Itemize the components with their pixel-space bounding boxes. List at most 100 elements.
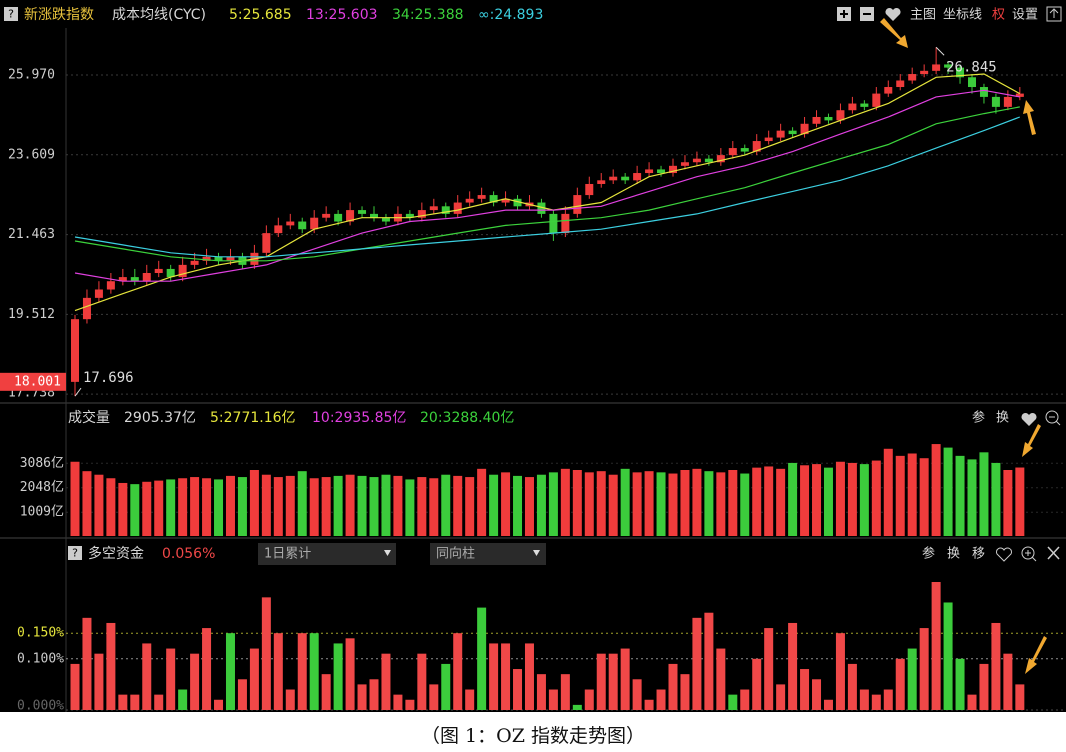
toolbar-item[interactable]: 设置	[1012, 8, 1038, 23]
bar	[237, 477, 247, 536]
candle-body	[680, 162, 689, 166]
bar	[441, 474, 451, 536]
panel-title: 成交量	[68, 409, 110, 426]
bar	[178, 478, 188, 536]
help-icon[interactable]	[68, 546, 82, 560]
candle-body	[728, 148, 737, 156]
low-annotation: 17.696	[83, 370, 134, 386]
bar	[560, 468, 570, 536]
toolbar-item[interactable]: 权	[992, 7, 1005, 23]
zoom-icon	[1049, 416, 1061, 426]
dropdown[interactable]	[430, 543, 546, 565]
candle-body	[489, 195, 498, 203]
candle-body	[932, 64, 941, 71]
bar	[812, 464, 822, 536]
caption: （图 1：OZ 指数走势图）	[421, 725, 645, 747]
bar	[513, 475, 523, 536]
dropdown-value: 1日累计	[264, 547, 311, 562]
legend-entry: 5:2771.16亿	[210, 410, 296, 426]
candle-body	[621, 176, 630, 181]
bar	[130, 484, 140, 536]
help-mark: ?	[8, 8, 14, 21]
bar	[441, 663, 451, 710]
bar	[405, 479, 415, 536]
panel-tool[interactable]: 参	[922, 546, 935, 562]
bar	[393, 694, 403, 710]
bar	[261, 474, 271, 536]
close-button[interactable]	[1047, 546, 1060, 560]
panel-tool[interactable]: 换	[996, 411, 1009, 426]
candle-body	[358, 210, 367, 214]
bar	[776, 468, 786, 536]
candle-body	[800, 123, 809, 135]
candle-body	[669, 165, 677, 174]
panel-tool[interactable]: 参	[972, 410, 985, 426]
bar	[202, 478, 212, 536]
bar	[764, 466, 774, 536]
bar	[381, 653, 391, 710]
candle-body	[537, 202, 546, 214]
bar	[405, 699, 415, 710]
bar	[321, 674, 331, 710]
help-icon[interactable]	[4, 7, 18, 21]
y-tick-label: 1009亿	[20, 505, 64, 520]
bar	[931, 444, 941, 536]
bar	[536, 674, 546, 710]
candle-body	[549, 213, 558, 234]
toolbar-item[interactable]: 坐标线	[943, 8, 982, 23]
favorite-button[interactable]	[996, 547, 1012, 562]
y-tick-label: 0.100%	[17, 651, 64, 666]
bar	[142, 643, 152, 710]
bar	[214, 699, 224, 710]
candle-body	[262, 233, 271, 253]
bar	[979, 663, 989, 710]
bar	[1015, 467, 1025, 536]
candle-body	[441, 206, 450, 214]
bar	[584, 472, 594, 536]
bar	[249, 648, 259, 710]
bar	[883, 448, 893, 536]
bar	[190, 477, 200, 536]
bar	[847, 462, 857, 536]
candle-body	[82, 297, 91, 320]
candle-body	[585, 183, 594, 196]
candle-body	[381, 217, 390, 222]
export-button[interactable]	[1046, 6, 1062, 22]
bar	[477, 468, 487, 536]
candle-body	[429, 206, 438, 211]
candle-body	[991, 96, 1000, 107]
favorite-button[interactable]	[1021, 412, 1037, 426]
candle-body	[645, 169, 654, 174]
zoom-out-button[interactable]	[1045, 410, 1059, 424]
bar	[1015, 684, 1025, 710]
bar	[823, 467, 833, 536]
candle-body	[920, 70, 929, 75]
bar	[1003, 653, 1013, 710]
candle-body	[752, 141, 761, 152]
candle-body	[740, 148, 749, 152]
bar	[297, 471, 307, 536]
bar	[453, 633, 463, 710]
bar	[82, 471, 92, 536]
favorite-button[interactable]	[885, 7, 901, 21]
bar	[812, 679, 822, 710]
price-tag-box	[0, 372, 66, 391]
bar	[524, 643, 534, 710]
dropdown[interactable]	[258, 543, 396, 565]
bar	[130, 694, 140, 710]
bar	[417, 653, 427, 710]
zoom-in-button[interactable]	[1021, 546, 1035, 560]
panel-tool[interactable]: 移	[972, 547, 985, 562]
bar	[225, 475, 235, 536]
toolbar-item[interactable]: 主图	[910, 8, 936, 23]
candle-body	[453, 202, 462, 214]
panel-tool[interactable]: 换	[947, 547, 960, 562]
bar	[835, 633, 845, 710]
bar	[668, 473, 678, 536]
bar	[596, 471, 606, 536]
y-tick-label: 2048亿	[20, 480, 64, 495]
bar	[477, 607, 487, 710]
candle-body	[944, 64, 953, 68]
bar	[692, 468, 702, 536]
bar	[285, 475, 295, 536]
